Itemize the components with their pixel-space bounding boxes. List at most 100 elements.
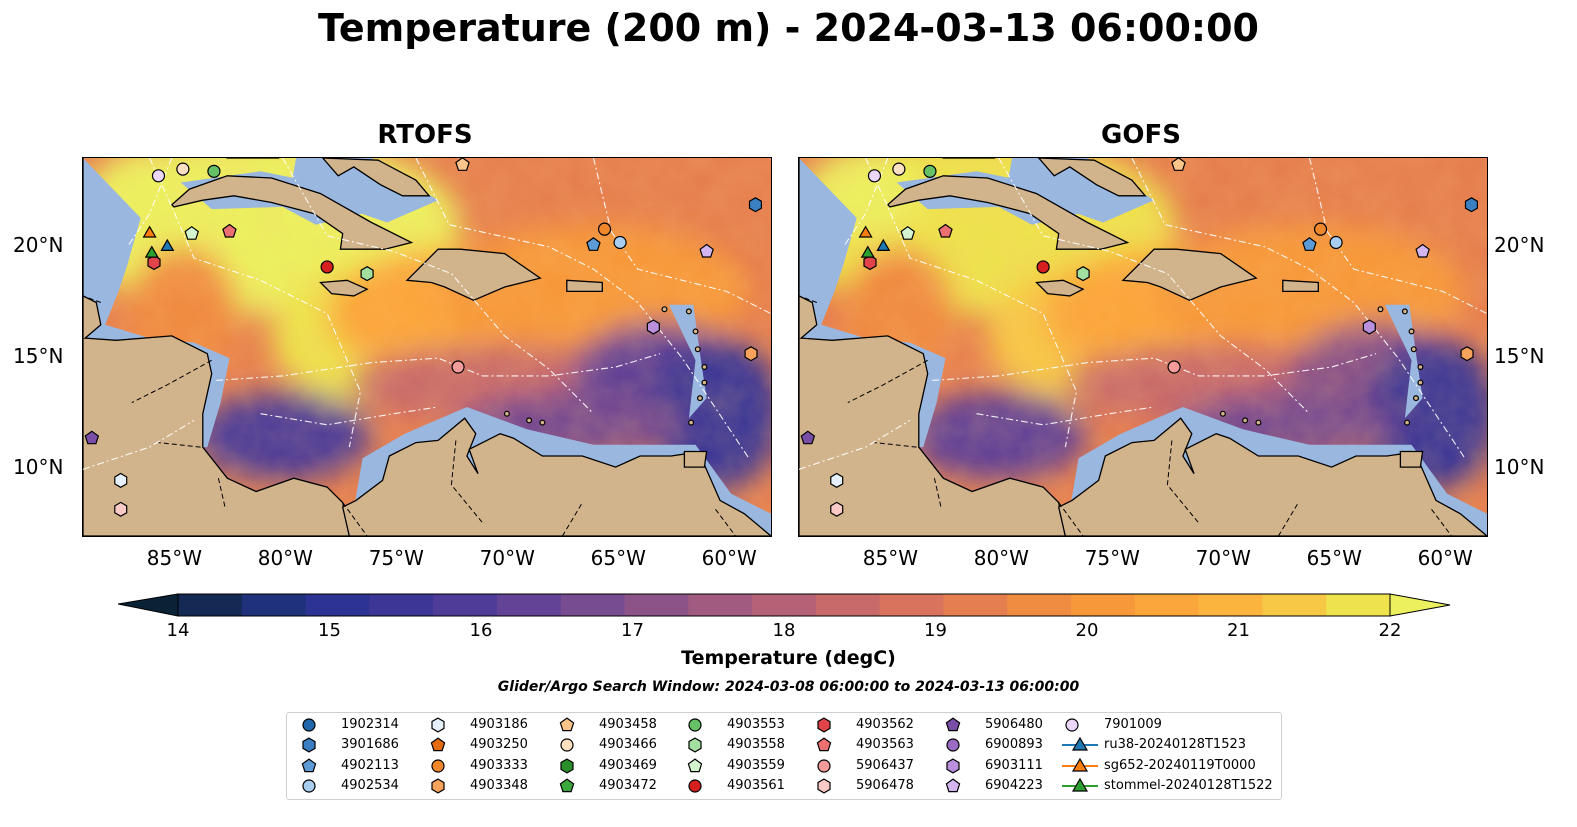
- y-tick-label-left: 20°N: [13, 232, 64, 257]
- legend-marker[interactable]: [302, 737, 316, 753]
- marker-4903562[interactable]: [863, 254, 877, 271]
- legend-marker[interactable]: [945, 717, 961, 732]
- search-window-text: Glider/Argo Search Window: 2024-03-08 06…: [497, 679, 1080, 695]
- marker-4903559[interactable]: [900, 225, 916, 240]
- marker-4903563[interactable]: [222, 223, 237, 238]
- legend-marker[interactable]: [946, 738, 960, 752]
- legend-marker[interactable]: [560, 758, 574, 774]
- marker-stommel-20240128T1522[interactable]: [144, 245, 159, 258]
- marker-3901686[interactable]: [748, 197, 763, 213]
- x-tick-label: 75°W: [368, 546, 424, 570]
- legend-marker[interactable]: [560, 738, 574, 752]
- legend-marker[interactable]: [946, 758, 960, 774]
- marker-7901009[interactable]: [151, 169, 166, 183]
- marker-6904223[interactable]: [1415, 243, 1430, 258]
- colorbar-segment: [1198, 594, 1264, 616]
- x-tick-label: 80°W: [257, 546, 313, 570]
- legend-label: 4903553: [727, 717, 785, 732]
- legend-marker[interactable]: [430, 737, 446, 752]
- marker-6903111[interactable]: [646, 319, 660, 335]
- legend-marker[interactable]: [945, 778, 961, 793]
- marker-4903561[interactable]: [1036, 260, 1050, 274]
- legend-label: 5906478: [856, 777, 914, 793]
- legend-marker[interactable]: [559, 717, 575, 732]
- legend-label: 1902314: [341, 717, 399, 732]
- legend-marker[interactable]: [816, 737, 832, 752]
- marker-4903466[interactable]: [176, 162, 190, 176]
- legend-marker[interactable]: [1071, 757, 1089, 772]
- marker-4903348[interactable]: [1460, 346, 1474, 362]
- marker-4903558[interactable]: [1076, 266, 1090, 282]
- marker-4903553[interactable]: [923, 164, 937, 178]
- legend-label: 4903561: [727, 777, 785, 793]
- marker-5906478[interactable]: [114, 501, 128, 517]
- colorbar-segment: [815, 594, 881, 616]
- legend-label: 5906480: [985, 717, 1043, 732]
- legend-marker[interactable]: [431, 717, 445, 733]
- map-panel-rtofs[interactable]: [82, 157, 772, 537]
- marker-4902113[interactable]: [586, 237, 601, 251]
- legend-marker[interactable]: [688, 737, 702, 753]
- legend-marker[interactable]: [817, 717, 831, 733]
- marker-4902534[interactable]: [1329, 235, 1343, 250]
- legend-marker[interactable]: [431, 758, 445, 773]
- x-tick-label: 75°W: [1084, 546, 1140, 570]
- legend-label: stommel-20240128T1522: [1104, 777, 1273, 793]
- legend-marker[interactable]: [1065, 718, 1079, 732]
- marker-4903553[interactable]: [207, 164, 221, 178]
- panel-title-rtofs: RTOFS: [377, 120, 473, 150]
- marker-4903562[interactable]: [147, 254, 161, 271]
- marker-4903563[interactable]: [938, 223, 953, 238]
- marker-4903186[interactable]: [114, 472, 128, 488]
- marker-5906437[interactable]: [1167, 360, 1181, 374]
- legend-marker[interactable]: [817, 778, 831, 794]
- legend-marker[interactable]: [559, 778, 575, 793]
- colorbar-extend-high: [1389, 593, 1451, 617]
- marker-sg652-20240119T0000[interactable]: [858, 225, 873, 238]
- marker-4903458[interactable]: [1171, 158, 1186, 171]
- marker-4902534[interactable]: [613, 235, 627, 250]
- legend-marker[interactable]: [817, 758, 831, 773]
- marker-6904223[interactable]: [699, 243, 714, 258]
- legend-label: 4902534: [341, 777, 399, 793]
- legend-label: 4903472: [599, 777, 657, 793]
- marker-4903466[interactable]: [892, 162, 906, 176]
- legend-marker[interactable]: [302, 718, 316, 732]
- marker-ru38-20240128T1523[interactable]: [160, 238, 175, 252]
- marker-5906478[interactable]: [830, 501, 844, 517]
- marker-4903333[interactable]: [1313, 222, 1328, 236]
- legend-label: 6904223: [985, 777, 1043, 793]
- marker-5906480[interactable]: [84, 430, 100, 445]
- legend-marker[interactable]: [688, 718, 702, 732]
- legend-marker[interactable]: [302, 779, 316, 793]
- map-panel-gofs[interactable]: [798, 157, 1488, 537]
- marker-4903558[interactable]: [360, 266, 374, 282]
- marker-3901686[interactable]: [1464, 197, 1479, 213]
- marker-4903186[interactable]: [830, 472, 844, 488]
- colorbar-segment: [943, 594, 1008, 616]
- colorbar-segment: [1326, 594, 1391, 616]
- marker-ru38-20240128T1523[interactable]: [876, 238, 891, 252]
- legend-marker[interactable]: [301, 757, 317, 772]
- colorbar-tick-label: 15: [318, 620, 341, 641]
- legend-marker[interactable]: [688, 779, 702, 793]
- marker-4903348[interactable]: [744, 346, 758, 362]
- marker-7901009[interactable]: [867, 169, 882, 183]
- marker-5906480[interactable]: [800, 430, 816, 445]
- marker-5906437[interactable]: [451, 360, 465, 374]
- legend-marker[interactable]: [1071, 737, 1089, 751]
- marker-4902113[interactable]: [1302, 237, 1317, 251]
- colorbar-segment: [560, 594, 626, 616]
- marker-4903559[interactable]: [184, 225, 200, 240]
- marker-stommel-20240128T1522[interactable]: [860, 245, 875, 258]
- legend-marker[interactable]: [431, 778, 445, 794]
- marker-6903111[interactable]: [1362, 319, 1376, 335]
- legend-marker[interactable]: [687, 757, 703, 772]
- marker-4903561[interactable]: [320, 260, 334, 274]
- y-tick-label-right: 15°N: [1494, 344, 1545, 369]
- marker-4903458[interactable]: [455, 158, 470, 171]
- marker-sg652-20240119T0000[interactable]: [142, 225, 157, 238]
- legend-label: 4902113: [341, 757, 399, 773]
- marker-4903333[interactable]: [597, 222, 612, 236]
- legend-marker[interactable]: [1071, 777, 1089, 792]
